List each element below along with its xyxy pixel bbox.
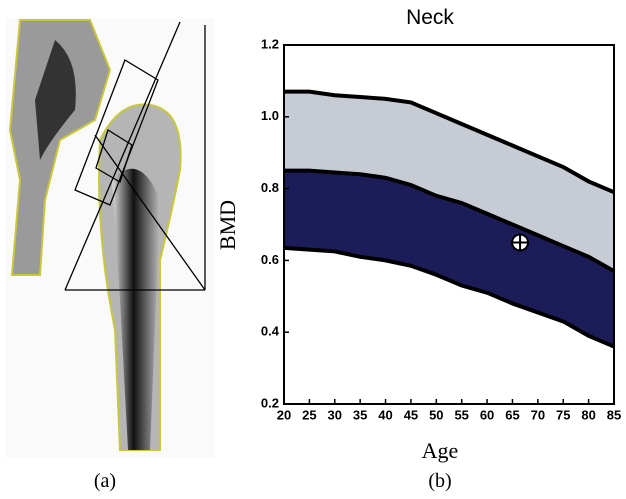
x-tick-label: 50 — [429, 407, 443, 422]
x-tick-label: 20 — [277, 407, 291, 422]
x-tick-label: 40 — [378, 407, 392, 422]
x-axis-label: Age — [422, 438, 459, 463]
caption: (b) — [428, 470, 451, 492]
x-tick-label: 65 — [505, 407, 519, 422]
hip-scan — [5, 18, 215, 458]
x-tick-label: 85 — [607, 407, 621, 422]
figure: (a) (b) Neck Age BMD 0.20.40.60.81.01.22… — [0, 0, 626, 499]
chart-title: Neck — [406, 6, 454, 29]
x-tick-label: 70 — [531, 407, 545, 422]
y-tick-label: 0.6 — [261, 252, 279, 267]
x-tick-label: 55 — [454, 407, 468, 422]
y-tick-label: 1.0 — [261, 108, 279, 123]
x-tick-label: 75 — [556, 407, 570, 422]
x-tick-label: 60 — [480, 407, 494, 422]
x-tick-label: 35 — [353, 407, 367, 422]
y-axis-label: BMD — [215, 200, 240, 250]
x-tick-label: 80 — [581, 407, 595, 422]
y-tick-label: 0.4 — [261, 324, 280, 339]
y-tick-label: 0.8 — [261, 180, 279, 195]
y-tick-label: 1.2 — [261, 36, 279, 51]
x-tick-label: 45 — [404, 407, 418, 422]
caption: (a) — [94, 470, 116, 492]
x-tick-label: 30 — [328, 407, 342, 422]
x-tick-label: 25 — [302, 407, 316, 422]
